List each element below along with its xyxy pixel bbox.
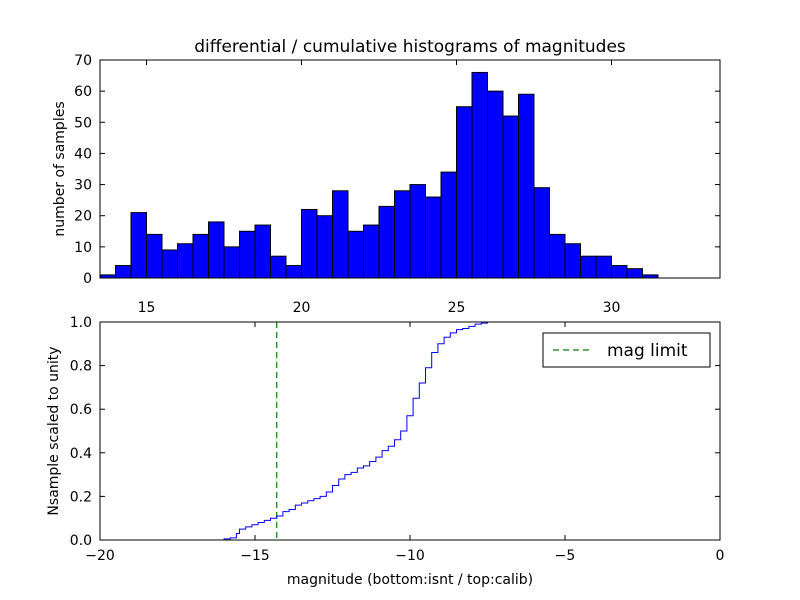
histogram-bar bbox=[130, 212, 147, 279]
histogram-bar bbox=[456, 106, 473, 279]
top-axis-ticks: 0 10 20 30 40 50 60 70 15 20 25 30 bbox=[74, 53, 720, 316]
histogram-bar bbox=[394, 190, 411, 279]
y-tick-label: 10 bbox=[74, 240, 92, 256]
histogram-bar bbox=[192, 233, 209, 279]
histogram-bar bbox=[502, 115, 519, 279]
histogram-bar bbox=[347, 230, 364, 279]
legend-box bbox=[542, 332, 711, 368]
histogram-bar bbox=[533, 187, 550, 279]
histogram-bar bbox=[626, 268, 643, 279]
histogram-bar bbox=[146, 233, 163, 279]
histogram-bar bbox=[208, 221, 225, 279]
histogram-bar bbox=[409, 184, 426, 279]
x-tick-label: −20 bbox=[85, 548, 115, 564]
histogram-bar bbox=[270, 255, 287, 279]
y-tick-label: 0.0 bbox=[70, 533, 92, 549]
x-tick-label: 0 bbox=[716, 548, 725, 564]
differential-histogram: differential / cumulative histograms of … bbox=[52, 37, 721, 316]
x-tick-label: 30 bbox=[603, 300, 621, 316]
y-tick-label: 40 bbox=[74, 146, 92, 162]
histogram-bar bbox=[177, 243, 194, 279]
y-tick-label: 0.4 bbox=[70, 446, 92, 462]
y-tick-label: 30 bbox=[74, 178, 92, 194]
histogram-bar bbox=[595, 255, 612, 279]
bottom-y-axis-label: Nsample scaled to unity bbox=[46, 346, 62, 515]
top-y-axis-label: number of samples bbox=[52, 101, 68, 236]
legend: mag limit bbox=[542, 332, 711, 368]
histogram-bar bbox=[332, 190, 349, 279]
y-tick-label: 0.6 bbox=[70, 402, 92, 418]
y-tick-label: 50 bbox=[74, 115, 92, 131]
histogram-bar bbox=[115, 265, 132, 279]
histogram-bars bbox=[99, 71, 659, 279]
chart-title: differential / cumulative histograms of … bbox=[194, 37, 626, 57]
histogram-bar bbox=[425, 196, 442, 279]
top-axes-frame bbox=[99, 59, 721, 279]
histogram-bar bbox=[161, 249, 178, 279]
y-tick-label: 1.0 bbox=[70, 315, 92, 331]
histogram-bar bbox=[285, 265, 302, 279]
x-tick-label: 15 bbox=[138, 300, 156, 316]
y-tick-label: 20 bbox=[74, 209, 92, 225]
histogram-bar bbox=[487, 90, 504, 279]
histogram-bar bbox=[564, 243, 581, 279]
x-tick-label: −10 bbox=[395, 548, 425, 564]
histogram-bar bbox=[223, 246, 240, 279]
histogram-bar bbox=[580, 255, 597, 279]
y-tick-label: 0 bbox=[83, 271, 92, 287]
histogram-bar bbox=[363, 224, 380, 279]
bottom-axis-ticks: 0.0 0.2 0.4 0.6 0.8 1.0 −20 −15 −10 −5 0 bbox=[70, 315, 725, 564]
y-tick-label: 70 bbox=[74, 53, 92, 69]
bottom-axes-frame bbox=[99, 321, 721, 541]
histogram-bar bbox=[316, 215, 333, 279]
histogram-bar bbox=[471, 71, 488, 279]
x-tick-label: 25 bbox=[448, 300, 466, 316]
histogram-bar bbox=[518, 93, 535, 279]
x-tick-label: 20 bbox=[293, 300, 311, 316]
legend-label: mag limit bbox=[607, 341, 688, 361]
y-tick-label: 0.8 bbox=[70, 359, 92, 375]
histogram-bar bbox=[254, 224, 271, 279]
histogram-bar bbox=[378, 205, 395, 279]
bottom-x-axis-label: magnitude (bottom:isnt / top:calib) bbox=[287, 572, 533, 588]
cumulative-series-line bbox=[100, 321, 721, 541]
x-tick-label: −5 bbox=[555, 548, 576, 564]
y-tick-label: 60 bbox=[74, 84, 92, 100]
histogram-bar bbox=[440, 171, 457, 279]
y-tick-label: 0.2 bbox=[70, 489, 92, 505]
histogram-bar bbox=[239, 230, 256, 279]
x-tick-label: −15 bbox=[240, 548, 270, 564]
histogram-bar bbox=[301, 208, 318, 279]
histogram-bar bbox=[549, 233, 566, 279]
cumulative-histogram: 0.0 0.2 0.4 0.6 0.8 1.0 −20 −15 −10 −5 0 mag limit… bbox=[46, 315, 724, 588]
histogram-bar bbox=[611, 265, 628, 279]
